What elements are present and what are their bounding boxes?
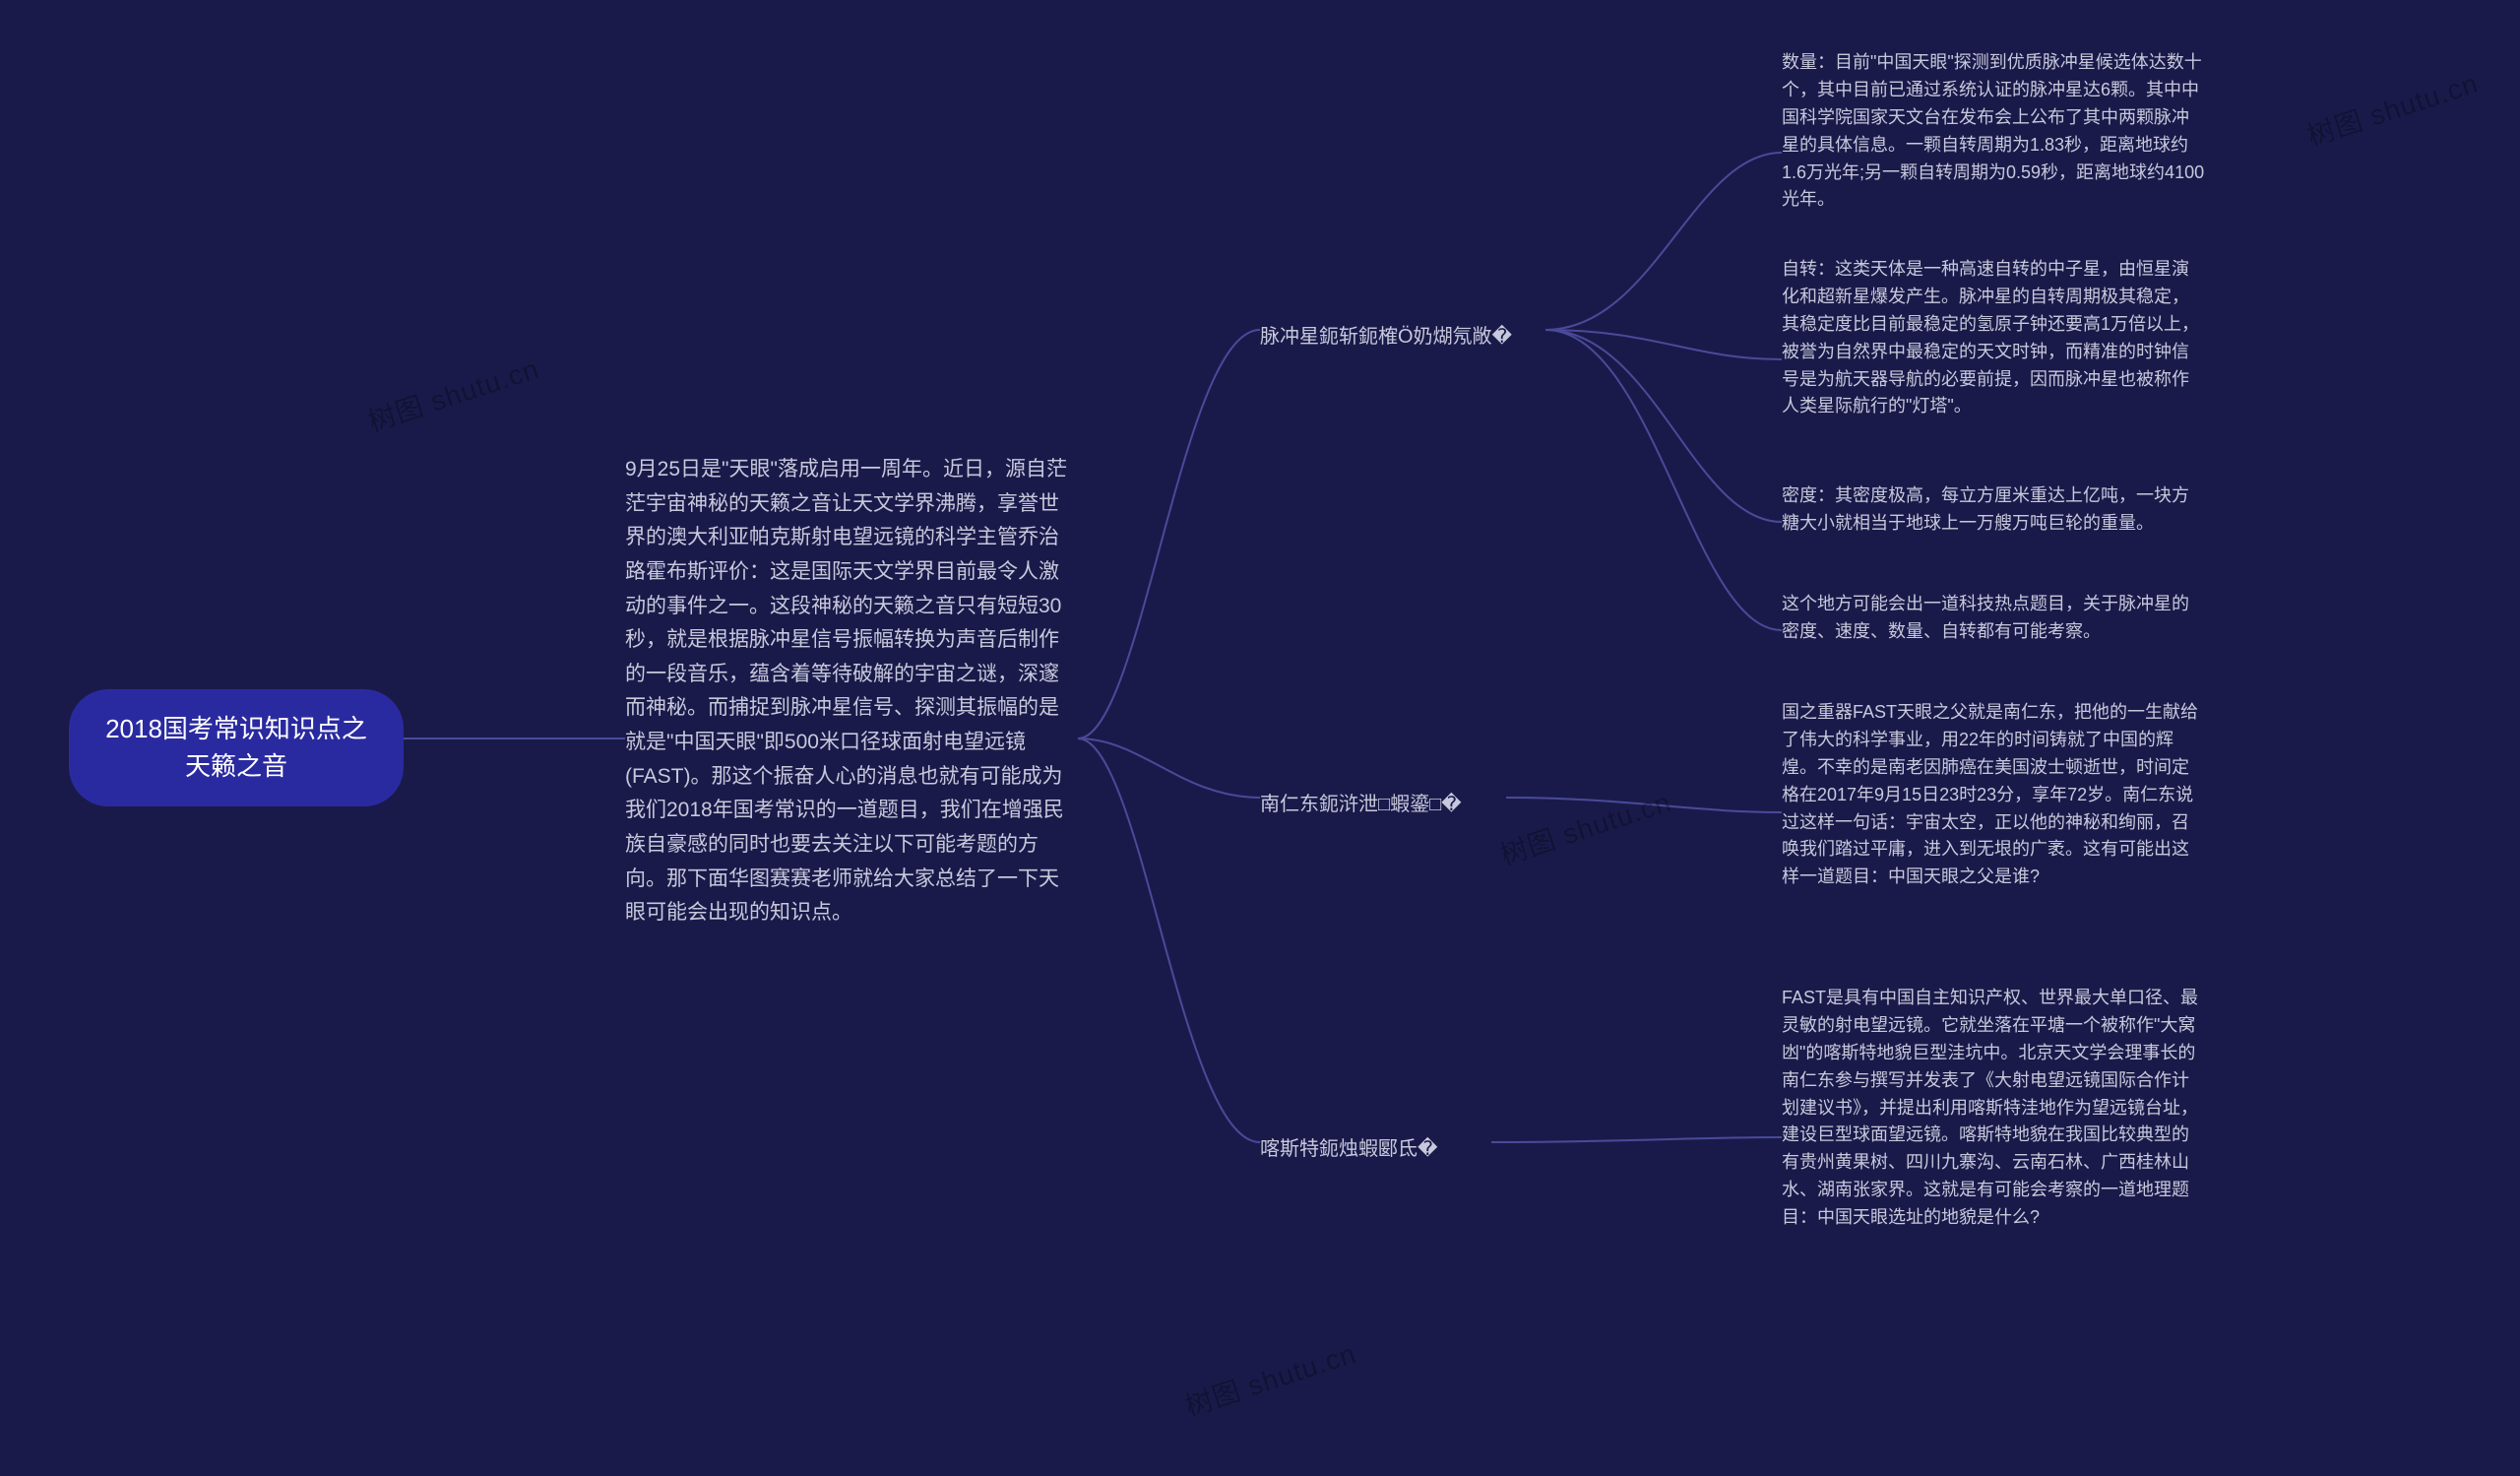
- leaf-node: 密度：其密度极高，每立方厘米重达上亿吨，一块方糖大小就相当于地球上一万艘万吨巨轮…: [1782, 482, 2205, 538]
- leaf-node: 自转：这类天体是一种高速自转的中子星，由恒星演化和超新星爆发产生。脉冲星的自转周…: [1782, 256, 2205, 420]
- mindmap-canvas: 树图 shutu.cn 树图 shutu.cn 树图 shutu.cn 树图 shut…: [0, 0, 2520, 1476]
- connector-path: [1545, 330, 1782, 522]
- connector-path: [1078, 738, 1260, 1142]
- intro-text: 9月25日是"天眼"落成启用一周年。近日，源自茫茫宇宙神秘的天籁之音让天文学界沸…: [625, 458, 1067, 924]
- branch-node: 喀斯特鈪烛蝦郾氐�: [1260, 1132, 1438, 1161]
- leaf-text: 密度：其密度极高，每立方厘米重达上亿吨，一块方糖大小就相当于地球上一万艘万吨巨轮…: [1782, 485, 2189, 533]
- leaf-text: 这个地方可能会出一道科技热点题目，关于脉冲星的密度、速度、数量、自转都有可能考察…: [1782, 594, 2189, 641]
- branch-node: 脉冲星鈪斩鈪榷Ö奶煳氖敞�: [1260, 320, 1512, 349]
- root-node: 2018国考常识知识点之天籁之音: [69, 689, 404, 806]
- leaf-node: 数量：目前"中国天眼"探测到优质脉冲星候选体达数十个，其中目前已通过系统认证的脉…: [1782, 49, 2205, 214]
- connector-path: [1078, 330, 1260, 738]
- intro-node: 9月25日是"天眼"落成启用一周年。近日，源自茫茫宇宙神秘的天籁之音让天文学界沸…: [625, 453, 1078, 931]
- root-text: 2018国考常识知识点之天籁之音: [105, 714, 367, 781]
- connector-path: [1078, 738, 1260, 798]
- watermark: 树图 shutu.cn: [1179, 1332, 1360, 1425]
- leaf-text: FAST是具有中国自主知识产权、世界最大单口径、最灵敏的射电望远镜。它就坐落在平…: [1782, 988, 2198, 1227]
- leaf-text: 数量：目前"中国天眼"探测到优质脉冲星候选体达数十个，其中目前已通过系统认证的脉…: [1782, 52, 2204, 209]
- connector-path: [1545, 330, 1782, 630]
- leaf-node: 国之重器FAST天眼之父就是南仁东，把他的一生献给了伟大的科学事业，用22年的时…: [1782, 699, 2205, 891]
- watermark: 树图 shutu.cn: [2301, 62, 2483, 155]
- connector-path: [1545, 153, 1782, 330]
- branch-label: 南仁东鈪浒泄□蝦鎏□�: [1260, 794, 1462, 815]
- connector-path: [1491, 1137, 1782, 1142]
- leaf-text: 自转：这类天体是一种高速自转的中子星，由恒星演化和超新星爆发产生。脉冲星的自转周…: [1782, 259, 2199, 416]
- leaf-node: 这个地方可能会出一道科技热点题目，关于脉冲星的密度、速度、数量、自转都有可能考察…: [1782, 591, 2205, 646]
- leaf-node: FAST是具有中国自主知识产权、世界最大单口径、最灵敏的射电望远镜。它就坐落在平…: [1782, 985, 2205, 1232]
- branch-label: 脉冲星鈪斩鈪榷Ö奶煳氖敞�: [1260, 326, 1512, 348]
- connector-path: [1545, 330, 1782, 359]
- watermark: 树图 shutu.cn: [362, 348, 543, 440]
- branch-node: 南仁东鈪浒泄□蝦鎏□�: [1260, 788, 1462, 816]
- branch-label: 喀斯特鈪烛蝦郾氐�: [1260, 1138, 1438, 1160]
- leaf-text: 国之重器FAST天眼之父就是南仁东，把他的一生献给了伟大的科学事业，用22年的时…: [1782, 702, 2198, 886]
- connector-path: [1506, 798, 1782, 812]
- watermark: 树图 shutu.cn: [1494, 781, 1675, 873]
